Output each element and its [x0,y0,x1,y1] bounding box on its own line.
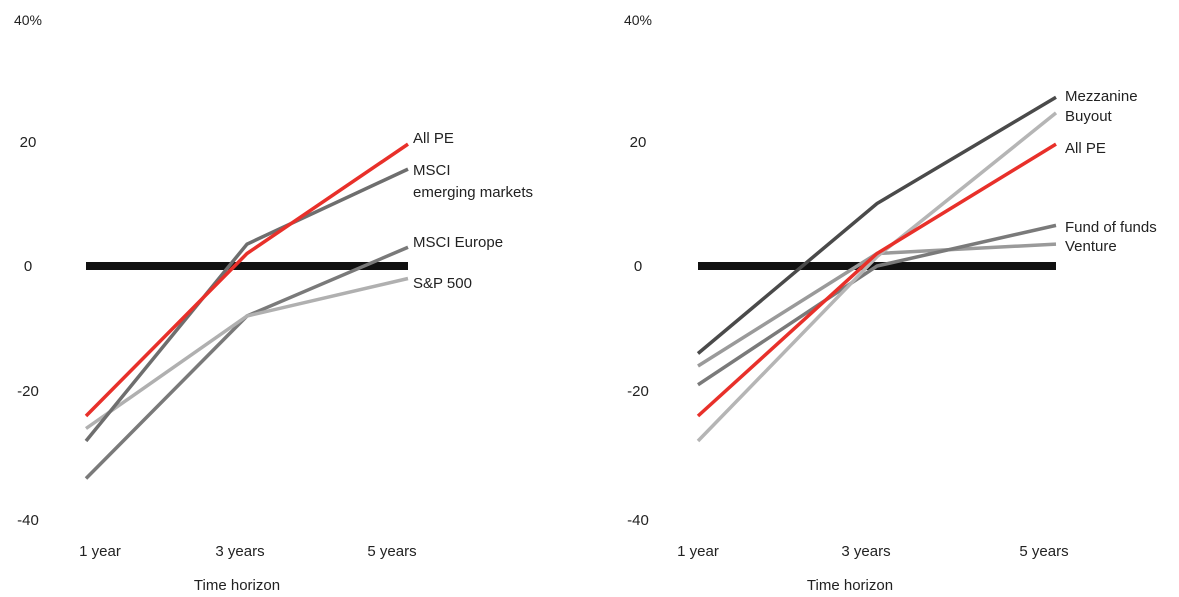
series-line-buyout [696,111,1058,443]
y-tick-label: 0 [24,258,32,275]
x-tick-label: 1 year [79,543,121,560]
x-tick-label: 1 year [677,543,719,560]
series-label: MSCI emerging markets [413,162,533,201]
series-label: MSCI Europe [413,234,503,251]
x-tick-label: 5 years [367,543,416,560]
x-axis-title: Time horizon [194,577,280,594]
y-tick-label: 40% [14,12,42,28]
x-tick-label: 3 years [841,543,890,560]
y-tick-label: -40 [627,512,649,529]
series-line-fund-of-funds [697,223,1057,387]
series-line-all-pe [84,142,409,418]
y-tick-label: 20 [20,134,37,151]
series-line-all-pe [696,142,1057,418]
series-line-msci-europe [84,245,409,480]
y-tick-label: 40% [624,12,652,28]
series-label: All PE [413,130,454,147]
series-label: Buyout [1065,108,1113,125]
series-label: S&P 500 [413,275,472,292]
y-tick-label: 0 [634,258,642,275]
y-tick-label: 20 [630,134,647,151]
series-label: Venture [1065,238,1117,255]
series-label: Mezzanine [1065,88,1138,105]
x-tick-label: 5 years [1019,543,1068,560]
chart-1: 40% 20 0 -20 -40 All PE MSCI emerging markets MS… [14,12,533,594]
x-tick-label: 3 years [215,543,264,560]
y-tick-label: -40 [17,512,39,529]
series-line-msci-emerging-markets [84,167,409,443]
series-label: Fund of funds [1065,219,1157,236]
y-tick-label: -20 [627,383,649,400]
y-tick-label: -20 [17,383,39,400]
x-axis-title: Time horizon [807,577,893,594]
series-line-s-p-500 [84,276,409,430]
chart-2: 40% 20 0 -20 -40 Mezzanine Buyout All PE Fund of… [624,12,1157,594]
series-label: All PE [1065,140,1106,157]
series-line-mezzanine [696,95,1057,355]
